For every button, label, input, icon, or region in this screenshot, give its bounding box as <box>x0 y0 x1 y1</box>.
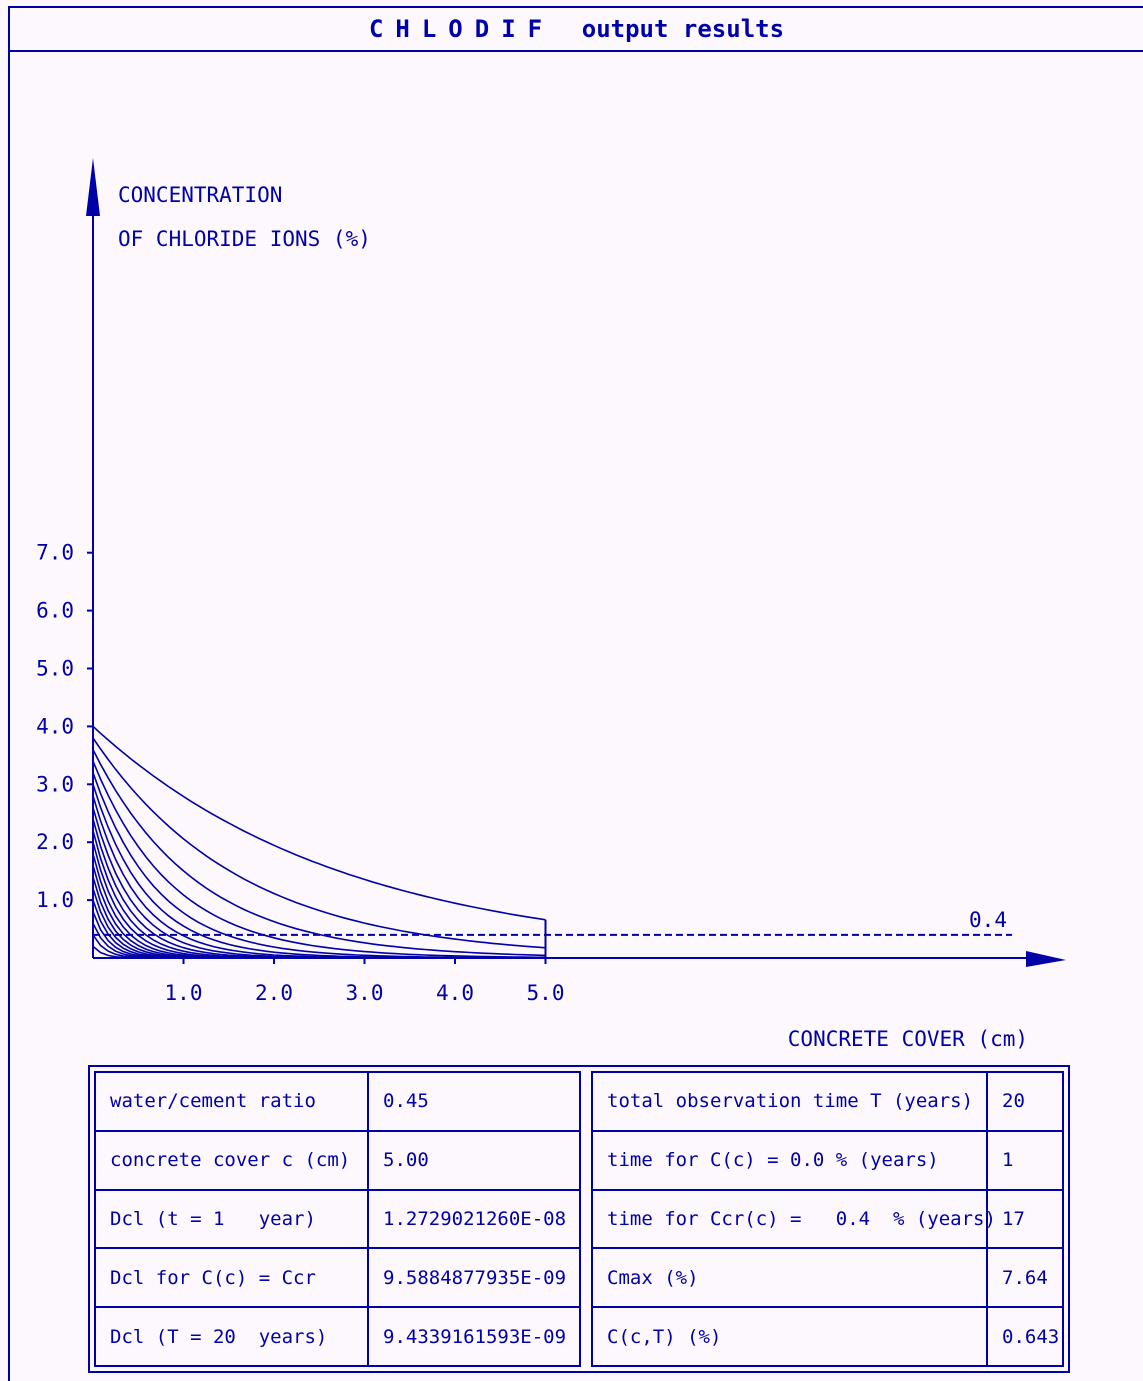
y-tick-label: 3.0 <box>36 772 74 796</box>
x-ticks-group: 1.0 2.0 3.0 4.0 5.0 <box>165 958 565 1005</box>
param-value: 1.2729021260E-08 <box>383 1207 567 1230</box>
x-tick-label: 5.0 <box>527 981 565 1005</box>
table-row: Dcl for C(c) = Ccr 9.5884877935E-09 <box>96 1249 579 1309</box>
param-value: 0.45 <box>383 1090 429 1113</box>
y-tick-label: 1.0 <box>36 888 74 912</box>
y-tick-label: 5.0 <box>36 657 74 681</box>
param-label: Cmax (%) <box>593 1249 988 1307</box>
title-bar: CHLODIF output results <box>8 6 1143 52</box>
table-row: concrete cover c (cm) 5.00 <box>96 1131 579 1191</box>
x-tick-label: 4.0 <box>436 981 474 1005</box>
param-label: C(c,T) (%) <box>593 1308 988 1365</box>
profile-curve <box>92 841 546 959</box>
profile-curve <box>92 725 546 921</box>
critical-concentration-label: 0.4 <box>969 908 1007 932</box>
y-axis-arrow-icon <box>86 158 100 216</box>
param-value: 9.4339161593E-09 <box>383 1325 567 1348</box>
parameters-right-column: total observation time T (years) 20 time f… <box>591 1071 1064 1367</box>
param-value: 0.643 <box>1002 1325 1060 1348</box>
param-label: Dcl (T = 20 years) <box>96 1308 369 1365</box>
table-row: time for Ccr(c) = 0.4 % (years) 17 <box>593 1190 1062 1250</box>
y-axis-label-line2: OF CHLORIDE IONS (%) <box>118 227 371 251</box>
param-value: 9.5884877935E-09 <box>383 1266 567 1289</box>
profile-curve <box>92 818 546 959</box>
parameters-table: water/cement ratio 0.45 concrete cover c (… <box>88 1065 1070 1373</box>
y-tick-label: 2.0 <box>36 830 74 854</box>
x-axis-label: CONCRETE COVER (cm) <box>788 1027 1028 1051</box>
table-row: C(c,T) (%) 0.643 <box>593 1308 1062 1365</box>
y-tick-label: 7.0 <box>36 541 74 565</box>
param-value: 5.00 <box>383 1149 429 1172</box>
param-label: Dcl for C(c) = Ccr <box>96 1249 369 1307</box>
param-label: concrete cover c (cm) <box>96 1131 369 1189</box>
y-tick-label: 4.0 <box>36 714 74 738</box>
table-row: Dcl (t = 1 year) 1.2729021260E-08 <box>96 1190 579 1250</box>
param-label: time for C(c) = 0.0 % (years) <box>593 1131 988 1189</box>
y-axis-label-line1: CONCENTRATION <box>118 183 282 207</box>
x-tick-label: 1.0 <box>165 981 203 1005</box>
table-row: time for C(c) = 0.0 % (years) 1 <box>593 1131 1062 1191</box>
parameters-left-column: water/cement ratio 0.45 concrete cover c (… <box>94 1071 581 1367</box>
table-row: total observation time T (years) 20 <box>593 1073 1062 1132</box>
table-row: Cmax (%) 7.64 <box>593 1249 1062 1309</box>
y-tick-label: 6.0 <box>36 599 74 623</box>
param-value: 7.64 <box>1002 1266 1048 1289</box>
chloride-profile-chart: 1.0 2.0 3.0 4.0 5.0 6.0 7.0 1.0 2.0 3.0 4.0 5.0 0.… <box>36 158 1066 1051</box>
x-tick-label: 2.0 <box>255 981 293 1005</box>
param-value: 20 <box>1002 1090 1025 1113</box>
page-title: CHLODIF <box>368 15 555 43</box>
param-label: time for Ccr(c) = 0.4 % (years) <box>593 1190 996 1248</box>
profile-curve <box>92 760 546 959</box>
x-tick-label: 3.0 <box>346 981 384 1005</box>
x-axis-arrow-icon <box>1026 951 1066 967</box>
profile-curve <box>92 737 546 949</box>
param-label: Dcl (t = 1 year) <box>96 1190 369 1248</box>
param-value: 17 <box>1002 1207 1025 1230</box>
frame-border <box>8 52 10 1381</box>
profile-curve <box>92 784 546 959</box>
curves-group <box>92 725 547 959</box>
table-row: Dcl (T = 20 years) 9.4339161593E-09 <box>96 1308 579 1365</box>
param-value: 1 <box>1002 1149 1014 1172</box>
param-label: water/cement ratio <box>96 1073 369 1130</box>
y-ticks-group: 1.0 2.0 3.0 4.0 5.0 6.0 7.0 <box>36 541 93 912</box>
page-subtitle: output results <box>581 15 785 43</box>
param-label: total observation time T (years) <box>593 1073 988 1130</box>
table-row: water/cement ratio 0.45 <box>96 1073 579 1132</box>
